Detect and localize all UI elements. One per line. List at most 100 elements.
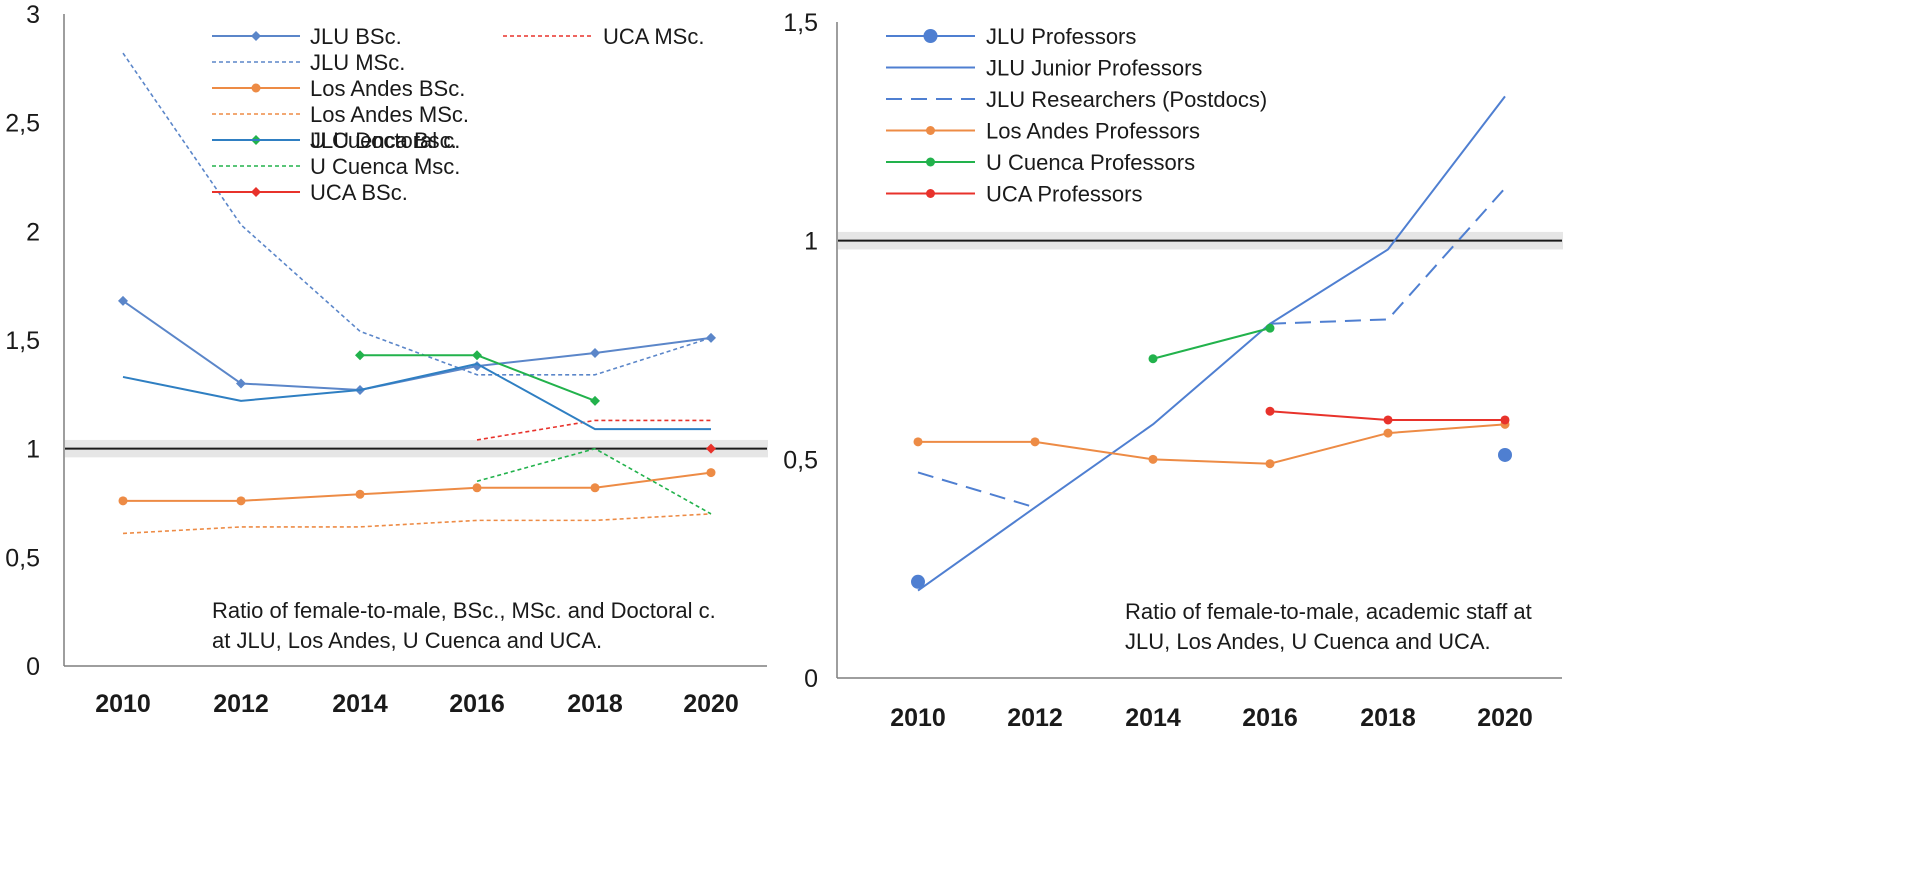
x-tick-label: 2016 bbox=[449, 690, 505, 718]
x-tick-label: 2016 bbox=[1242, 704, 1298, 732]
chart-caption-line: Ratio of female-to-male, BSc., MSc. and … bbox=[212, 598, 716, 623]
data-point-marker bbox=[251, 83, 261, 93]
x-tick-label: 2012 bbox=[213, 690, 269, 718]
series-jlu-doctoral-c bbox=[122, 362, 711, 431]
x-tick-label: 2010 bbox=[95, 690, 151, 718]
data-point-marker bbox=[913, 437, 923, 447]
legend-label: UCA MSc. bbox=[603, 24, 704, 49]
y-tick-label: 0 bbox=[26, 653, 40, 681]
legend-entry: UCA Professors bbox=[886, 182, 1143, 207]
data-point-marker bbox=[236, 378, 246, 389]
series-jlu-junior-professors bbox=[917, 95, 1506, 592]
data-point-marker bbox=[1148, 454, 1158, 464]
chart-caption-line: Ratio of female-to-male, academic staff … bbox=[1125, 599, 1532, 624]
legend-entry: Los Andes Professors bbox=[886, 119, 1200, 144]
series-u-cuenca-msc bbox=[476, 447, 712, 515]
data-point-marker bbox=[926, 189, 935, 198]
x-tick-label: 2018 bbox=[1360, 704, 1416, 732]
data-point-marker bbox=[926, 126, 935, 135]
x-tick-label: 2018 bbox=[567, 690, 623, 718]
data-point-marker bbox=[590, 483, 600, 493]
legend-label: JLU Professors bbox=[986, 24, 1136, 49]
series-jlu-professors bbox=[911, 447, 1512, 589]
series-line bbox=[476, 447, 712, 515]
legend-label: JLU Researchers (Postdocs) bbox=[986, 87, 1267, 112]
data-point-marker bbox=[251, 187, 261, 197]
data-point-marker bbox=[1148, 354, 1158, 364]
legend-label: U Cuenca Bsc. bbox=[310, 128, 457, 153]
data-point-marker bbox=[1265, 459, 1275, 469]
y-tick-label: 0 bbox=[804, 665, 818, 693]
x-tick-label: 2020 bbox=[1477, 704, 1533, 732]
data-point-marker bbox=[926, 157, 935, 167]
series-u-cuenca-bsc bbox=[355, 350, 600, 406]
data-point-marker bbox=[251, 31, 261, 41]
data-point-marker bbox=[1383, 415, 1393, 425]
x-tick-label: 2020 bbox=[683, 690, 739, 718]
data-point-marker bbox=[706, 468, 716, 478]
data-point-marker bbox=[911, 574, 925, 589]
series-line bbox=[122, 52, 712, 376]
legend-entry: Los Andes MSc. bbox=[212, 102, 469, 127]
series-jlu-bsc bbox=[118, 295, 716, 395]
legend-entry: U Cuenca Professors bbox=[886, 150, 1195, 175]
series-line bbox=[122, 362, 711, 431]
series-jlu-msc bbox=[122, 52, 712, 376]
series-line bbox=[122, 513, 712, 535]
legend-label: JLU Junior Professors bbox=[986, 56, 1202, 81]
data-point-marker bbox=[1265, 323, 1275, 333]
series-line bbox=[123, 471, 712, 502]
data-point-marker bbox=[1265, 406, 1275, 416]
data-point-marker bbox=[236, 496, 246, 506]
legend-entry: UCA BSc. bbox=[212, 180, 408, 205]
legend-entry: JLU Researchers (Postdocs) bbox=[886, 87, 1267, 112]
legend-label: UCA Professors bbox=[986, 182, 1143, 207]
y-tick-label: 0,5 bbox=[5, 544, 40, 572]
series-line bbox=[917, 95, 1506, 592]
legend-entry: U Cuenca Msc. bbox=[212, 154, 460, 179]
legend-label: JLU BSc. bbox=[310, 24, 402, 49]
data-point-marker bbox=[1498, 447, 1512, 462]
y-tick-label: 1,5 bbox=[783, 9, 818, 37]
series-los-andes-bsc bbox=[118, 468, 716, 506]
series-jlu-researchers-postdocs bbox=[917, 187, 1506, 509]
legend-label: JLU MSc. bbox=[310, 50, 405, 75]
legend: JLU Professors JLU Junior Professors JLU R… bbox=[886, 24, 1267, 207]
y-tick-label: 0,5 bbox=[783, 446, 818, 474]
data-point-marker bbox=[472, 350, 482, 361]
legend-entry: JLU Doctoral c. bbox=[212, 128, 460, 153]
y-tick-label: 2,5 bbox=[5, 110, 40, 138]
x-tick-label: 2010 bbox=[890, 704, 946, 732]
legend-entry: Los Andes BSc. bbox=[212, 76, 465, 101]
legend-entry: JLU Professors bbox=[886, 24, 1136, 49]
series-line bbox=[917, 187, 1506, 509]
chart-students-ratio: 0 0,5 1 1,5 2 2,5 3 2010 2012 2014 2016 2018 2020 JLU… bbox=[5, 1, 768, 718]
legend-entry: JLU BSc. bbox=[212, 24, 402, 49]
chart-caption-line: JLU, Los Andes, U Cuenca and UCA. bbox=[1125, 629, 1491, 654]
x-tick-label: 2014 bbox=[1125, 704, 1181, 732]
data-point-marker bbox=[118, 496, 128, 506]
data-point-marker bbox=[923, 29, 938, 43]
data-point-marker bbox=[590, 348, 600, 359]
series-los-andes-msc bbox=[122, 513, 712, 535]
legend-label: Los Andes BSc. bbox=[310, 76, 465, 101]
data-point-marker bbox=[472, 483, 482, 493]
legend-label: JLU Doctoral c. bbox=[310, 128, 460, 153]
data-point-marker bbox=[355, 489, 365, 499]
x-tick-label: 2012 bbox=[1007, 704, 1063, 732]
legend-label: U Cuenca Professors bbox=[986, 150, 1195, 175]
series-line bbox=[1152, 327, 1271, 360]
series-u-cuenca-professors bbox=[1148, 323, 1275, 364]
series-uca-bsc bbox=[706, 443, 716, 454]
data-point-marker bbox=[1500, 415, 1510, 425]
series-line bbox=[122, 300, 712, 391]
legend-entry: UCA MSc. bbox=[503, 24, 704, 49]
legend-label: U Cuenca Msc. bbox=[310, 154, 460, 179]
y-tick-label: 2 bbox=[26, 218, 40, 246]
data-point-marker bbox=[118, 295, 128, 306]
series-los-andes-professors bbox=[913, 419, 1510, 469]
legend-label: Los Andes MSc. bbox=[310, 102, 469, 127]
series-line bbox=[918, 423, 1506, 465]
legend-entry: JLU MSc. bbox=[212, 50, 405, 75]
data-point-marker bbox=[1030, 437, 1040, 447]
